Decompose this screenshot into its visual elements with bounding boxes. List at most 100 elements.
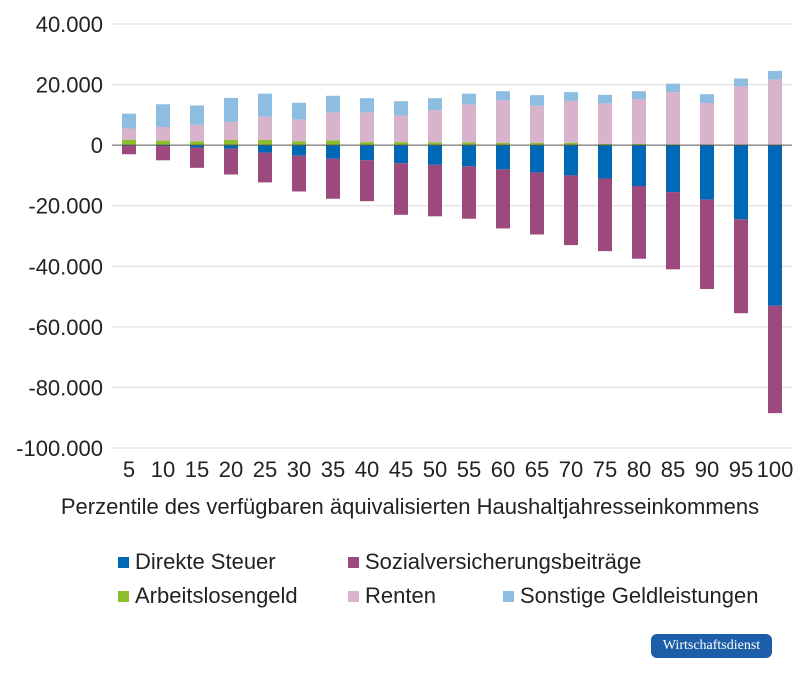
bar-segment — [530, 142, 544, 146]
bar-segment — [156, 104, 170, 127]
legend-item-arbeitslosengeld: Arbeitslosengeld — [118, 583, 298, 609]
bar-segment — [190, 124, 204, 142]
bar-segment — [360, 160, 374, 202]
legend-label-renten: Renten — [365, 583, 436, 608]
bar-segment — [292, 141, 306, 146]
bars — [122, 70, 782, 414]
bar-segment — [530, 105, 544, 143]
bar-segment — [598, 143, 612, 146]
bar-segment — [734, 78, 748, 87]
bar-segment — [632, 186, 646, 259]
bar-segment — [700, 103, 714, 145]
y-tick-label: -40.000 — [28, 254, 103, 279]
x-tick-label: 20 — [219, 457, 243, 482]
bar-segment — [224, 145, 238, 149]
bar-segment — [122, 113, 136, 129]
bar-segment — [258, 152, 272, 183]
legend-item-sozialversicherungsbeitraege: Sozialversicherungsbeiträge — [348, 549, 641, 575]
bar-segment — [632, 99, 646, 144]
x-tick-label: 45 — [389, 457, 413, 482]
bar-segment — [428, 142, 442, 146]
bar-segment — [258, 139, 272, 146]
x-tick-labels: 5 10 15 20 25 30 35 40 45 50 55 60 65 70 75 80 85 90 95 100 — [123, 457, 793, 482]
bar-segment — [190, 147, 204, 168]
bar-segment — [394, 163, 408, 215]
bar-segment — [564, 100, 578, 143]
bar-segment — [428, 110, 442, 143]
bar-segment — [564, 145, 578, 176]
bar-segment — [258, 116, 272, 140]
bar-segment — [224, 97, 238, 122]
bar-segment — [156, 126, 170, 141]
bar-segment — [156, 146, 170, 161]
bar-segment — [564, 175, 578, 246]
bar-segment — [326, 145, 340, 159]
bar-segment — [734, 86, 748, 145]
legend-label-sonstige-geldleistungen: Sonstige Geldleistungen — [520, 583, 759, 608]
x-tick-label: 55 — [457, 457, 481, 482]
bar-segment — [224, 139, 238, 146]
bar-segment — [564, 92, 578, 101]
y-tick-label: -100.000 — [16, 436, 103, 461]
bar-segment — [190, 141, 204, 146]
gridlines — [112, 23, 792, 449]
y-tick-label: -80.000 — [28, 375, 103, 400]
bar-segment — [666, 92, 680, 145]
bar-segment — [122, 145, 136, 155]
bar-segment — [598, 103, 612, 144]
bar-segment — [768, 70, 782, 80]
bar-segment — [462, 104, 476, 143]
x-tick-label: 50 — [423, 457, 447, 482]
bar-segment — [360, 145, 374, 161]
bar-segment — [768, 79, 782, 146]
bar-segment — [768, 145, 782, 306]
bar-segment — [360, 98, 374, 113]
bar-segment — [666, 192, 680, 270]
legend-swatch-arbeitslosengeld — [118, 590, 129, 602]
bar-segment — [394, 101, 408, 116]
y-tick-label: 40.000 — [36, 12, 103, 37]
y-tick-label: 20.000 — [36, 73, 103, 98]
bar-segment — [326, 140, 340, 146]
legend-label-sozialversicherungsbeitraege: Sozialversicherungsbeiträge — [365, 549, 642, 574]
legend-label-arbeitslosengeld: Arbeitslosengeld — [135, 583, 298, 608]
x-tick-label: 10 — [151, 457, 175, 482]
bar-segment — [360, 142, 374, 146]
x-tick-label: 35 — [321, 457, 345, 482]
bar-segment — [326, 158, 340, 199]
bar-segment — [224, 148, 238, 175]
bar-segment — [156, 140, 170, 146]
x-tick-label: 90 — [695, 457, 719, 482]
bar-segment — [632, 91, 646, 100]
x-tick-label: 5 — [123, 457, 135, 482]
y-tick-label: -20.000 — [28, 194, 103, 219]
bar-segment — [496, 142, 510, 146]
bar-segment — [530, 172, 544, 235]
bar-segment — [530, 145, 544, 173]
bar-segment — [360, 112, 374, 143]
y-tick-label: 0 — [91, 133, 103, 158]
bar-segment — [496, 100, 510, 143]
bar-segment — [190, 105, 204, 125]
bar-segment — [258, 145, 272, 153]
bar-segment — [122, 139, 136, 146]
legend-swatch-sonstige-geldleistungen — [503, 590, 514, 602]
x-tick-label: 65 — [525, 457, 549, 482]
bar-segment — [326, 112, 340, 141]
bar-segment — [462, 93, 476, 105]
y-tick-label: -60.000 — [28, 315, 103, 340]
bar-segment — [530, 95, 544, 106]
x-tick-label: 95 — [729, 457, 753, 482]
x-tick-label: 85 — [661, 457, 685, 482]
bar-segment — [326, 95, 340, 113]
x-tick-label: 15 — [185, 457, 209, 482]
x-tick-label: 80 — [627, 457, 651, 482]
bar-segment — [224, 121, 238, 140]
bar-segment — [394, 142, 408, 146]
bar-segment — [598, 145, 612, 179]
bar-segment — [700, 199, 714, 289]
bar-segment — [598, 94, 612, 104]
x-tick-label: 30 — [287, 457, 311, 482]
x-tick-label: 40 — [355, 457, 379, 482]
